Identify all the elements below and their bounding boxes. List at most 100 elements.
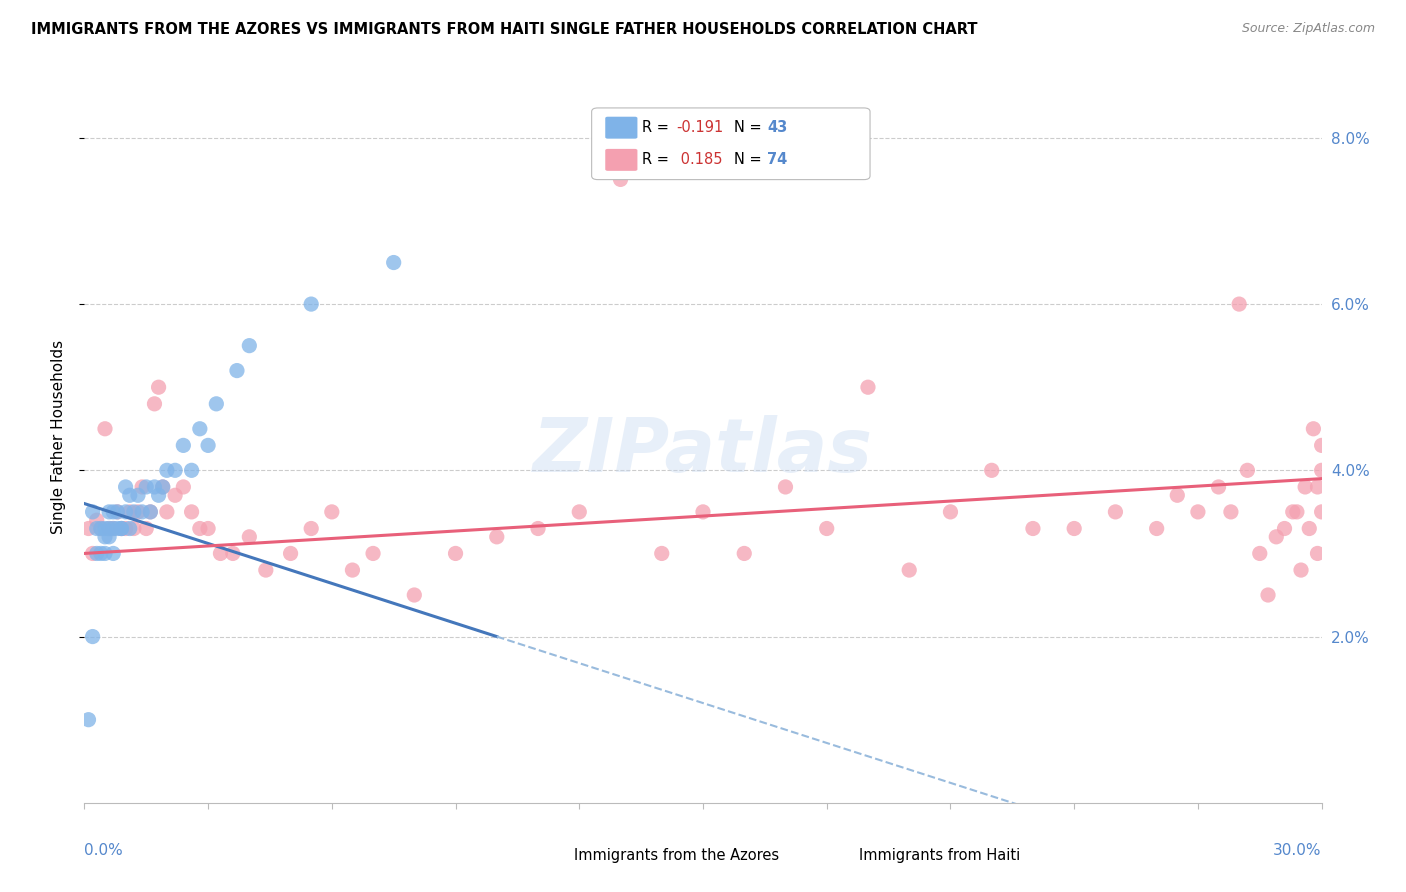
Point: [152, 480, 174, 494]
Point: [103, 505, 125, 519]
Point: [135, 480, 157, 494]
Point: [77, 521, 100, 535]
Point: [444, 546, 467, 560]
Point: [1236, 463, 1258, 477]
Point: [94, 546, 117, 560]
Point: [152, 480, 174, 494]
Point: [105, 505, 128, 519]
Point: [1294, 480, 1316, 494]
Point: [118, 505, 141, 519]
Text: R =: R =: [643, 120, 673, 136]
Point: [122, 521, 145, 535]
Point: [82, 505, 104, 519]
Point: [382, 255, 405, 269]
Text: N =: N =: [734, 120, 766, 136]
Point: [651, 546, 673, 560]
Point: [1166, 488, 1188, 502]
Text: 43: 43: [768, 120, 787, 136]
Point: [1104, 505, 1126, 519]
Point: [238, 530, 260, 544]
Point: [527, 521, 550, 535]
Point: [131, 480, 153, 494]
Point: [733, 546, 755, 560]
Point: [103, 521, 125, 535]
Point: [86, 546, 108, 560]
Point: [238, 338, 260, 352]
Point: [86, 513, 108, 527]
Point: [361, 546, 384, 560]
Point: [1306, 480, 1329, 494]
Point: [1187, 505, 1209, 519]
Text: 0.0%: 0.0%: [84, 843, 124, 858]
FancyBboxPatch shape: [592, 108, 870, 179]
Point: [143, 480, 166, 494]
Point: [77, 713, 100, 727]
Point: [94, 422, 117, 436]
Point: [404, 588, 426, 602]
Point: [135, 521, 157, 535]
Text: R =: R =: [643, 153, 673, 168]
Point: [105, 505, 128, 519]
Point: [197, 438, 219, 452]
Point: [105, 521, 128, 535]
Point: [114, 505, 136, 519]
Point: [609, 172, 631, 186]
Point: [1274, 521, 1296, 535]
Point: [118, 521, 141, 535]
Point: [165, 463, 187, 477]
Text: 0.185: 0.185: [676, 153, 723, 168]
Point: [692, 505, 714, 519]
Text: N =: N =: [734, 153, 766, 168]
Point: [1302, 422, 1324, 436]
Point: [1208, 480, 1230, 494]
Point: [180, 463, 202, 477]
Point: [148, 488, 170, 502]
Point: [148, 380, 170, 394]
Point: [98, 521, 121, 535]
Point: [1265, 530, 1288, 544]
Point: [898, 563, 921, 577]
Point: [98, 521, 121, 535]
Point: [98, 530, 121, 544]
Point: [165, 488, 187, 502]
Point: [1063, 521, 1085, 535]
Point: [299, 521, 322, 535]
FancyBboxPatch shape: [605, 149, 637, 171]
Point: [110, 521, 132, 535]
Point: [188, 521, 211, 535]
Point: [98, 505, 121, 519]
Point: [139, 505, 162, 519]
Point: [86, 521, 108, 535]
Point: [1310, 463, 1333, 477]
Text: -0.191: -0.191: [676, 120, 723, 136]
Point: [485, 530, 508, 544]
Point: [1227, 297, 1250, 311]
Point: [1310, 505, 1333, 519]
Point: [1289, 563, 1312, 577]
Text: Immigrants from Haiti: Immigrants from Haiti: [859, 848, 1021, 863]
Point: [568, 505, 591, 519]
Point: [139, 505, 162, 519]
Ellipse shape: [832, 849, 846, 862]
Point: [254, 563, 277, 577]
Point: [94, 521, 117, 535]
Point: [856, 380, 879, 394]
Text: IMMIGRANTS FROM THE AZORES VS IMMIGRANTS FROM HAITI SINGLE FATHER HOUSEHOLDS COR: IMMIGRANTS FROM THE AZORES VS IMMIGRANTS…: [31, 22, 977, 37]
Point: [127, 505, 149, 519]
Point: [103, 546, 125, 560]
Text: 30.0%: 30.0%: [1274, 843, 1322, 858]
Point: [172, 438, 194, 452]
Point: [299, 297, 322, 311]
Point: [122, 505, 145, 519]
Point: [342, 563, 364, 577]
Y-axis label: Single Father Households: Single Father Households: [51, 340, 66, 534]
Point: [143, 397, 166, 411]
Point: [82, 630, 104, 644]
Point: [775, 480, 797, 494]
Point: [1249, 546, 1271, 560]
Point: [226, 363, 249, 377]
Point: [90, 521, 112, 535]
Point: [280, 546, 302, 560]
Point: [90, 546, 112, 560]
Point: [118, 488, 141, 502]
